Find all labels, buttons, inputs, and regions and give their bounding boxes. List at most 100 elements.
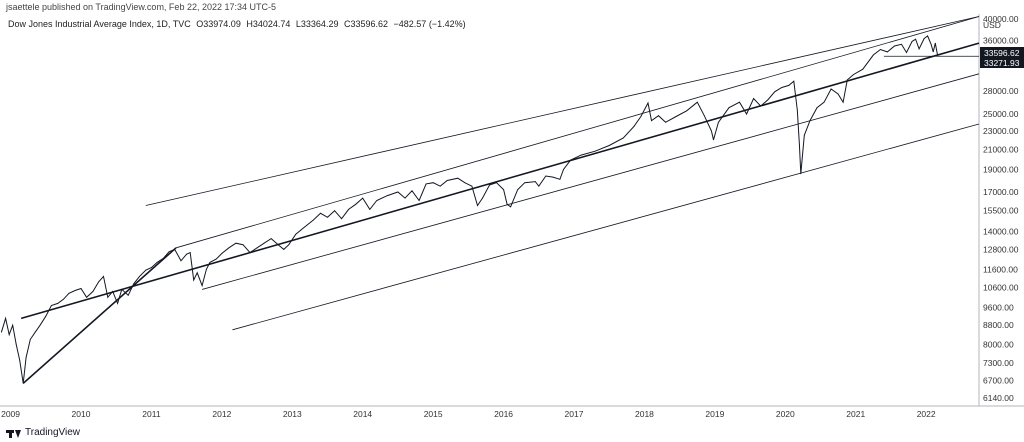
price-point-11 bbox=[45, 315, 47, 317]
price-point-89 bbox=[538, 185, 540, 187]
price-point-124 bbox=[800, 173, 802, 175]
price-point-92 bbox=[559, 178, 561, 180]
price-point-57 bbox=[313, 219, 314, 221]
price-point-132 bbox=[846, 79, 848, 81]
price-point-98 bbox=[622, 137, 624, 139]
low-value: L33364.29 bbox=[295, 19, 339, 29]
price-point-14 bbox=[62, 298, 64, 300]
price-point-118 bbox=[774, 91, 776, 93]
currency-label: USD bbox=[983, 20, 1001, 30]
price-point-108 bbox=[703, 115, 705, 117]
symbol-name[interactable]: Dow Jones Industrial Average Index, 1D, … bbox=[8, 19, 191, 29]
last-price-label: 33596.62 bbox=[984, 48, 1020, 58]
price-point-42 bbox=[209, 262, 211, 263]
price-point-119 bbox=[781, 87, 783, 88]
price-point-79 bbox=[477, 205, 478, 206]
y-tick-label: 7300.00 bbox=[983, 358, 1014, 368]
price-point-93 bbox=[563, 169, 564, 170]
price-point-34 bbox=[174, 248, 176, 250]
y-tick-label: 40000.00 bbox=[983, 14, 1019, 24]
high-value: H34024.74 bbox=[246, 19, 291, 29]
y-tick-label: 19000.00 bbox=[983, 165, 1019, 175]
price-point-31 bbox=[156, 262, 158, 263]
price-point-75 bbox=[446, 180, 448, 181]
price-point-55 bbox=[295, 233, 297, 235]
x-tick-label: 2015 bbox=[424, 409, 443, 419]
price-axis: 40000.00 36000.00 28000.00 25000.00 23000.00… bbox=[983, 14, 1019, 403]
price-point-69 bbox=[404, 197, 406, 199]
x-tick-label: 2018 bbox=[635, 409, 654, 419]
price-point-97 bbox=[608, 145, 610, 146]
price-point-90 bbox=[545, 175, 547, 177]
price-point-43 bbox=[215, 258, 217, 260]
x-tick-label: 2009 bbox=[1, 409, 20, 419]
price-point-45 bbox=[228, 247, 230, 249]
price-point-17 bbox=[80, 288, 82, 289]
price-point-58 bbox=[320, 212, 321, 214]
price-line bbox=[0, 35, 938, 384]
trendline-5 bbox=[232, 123, 980, 331]
y-tick-label: 11600.00 bbox=[983, 264, 1018, 274]
price-point-67 bbox=[386, 195, 388, 197]
price-point-123 bbox=[798, 144, 800, 145]
price-point-20 bbox=[98, 281, 100, 283]
price-series bbox=[0, 35, 938, 384]
y-tick-label: 21000.00 bbox=[983, 144, 1019, 154]
price-point-109 bbox=[710, 130, 712, 132]
price-point-88 bbox=[534, 181, 536, 182]
price-point-121 bbox=[793, 80, 795, 82]
price-point-7 bbox=[25, 357, 27, 358]
price-point-19 bbox=[92, 290, 94, 292]
close-value: C33596.62 bbox=[343, 19, 389, 29]
price-point-134 bbox=[862, 68, 864, 70]
price-point-60 bbox=[334, 210, 335, 212]
price-point-117 bbox=[767, 99, 769, 101]
x-tick-label: 2019 bbox=[705, 409, 724, 419]
brand-name: TradingView bbox=[25, 427, 81, 438]
price-point-41 bbox=[205, 268, 207, 270]
price-point-77 bbox=[464, 182, 466, 184]
price-point-48 bbox=[249, 252, 251, 253]
price-point-26 bbox=[127, 294, 129, 296]
y-tick-label: 25000.00 bbox=[983, 109, 1019, 119]
change-value: −482.57 (−1.42%) bbox=[393, 19, 466, 29]
price-point-146 bbox=[930, 43, 932, 45]
price-point-66 bbox=[376, 200, 378, 201]
price-point-94 bbox=[570, 159, 571, 161]
price-point-87 bbox=[524, 182, 526, 184]
y-tick-label: 6140.00 bbox=[983, 393, 1014, 403]
price-point-39 bbox=[196, 272, 198, 274]
publisher-line: jsaettele published on TradingView.com, … bbox=[6, 2, 276, 12]
price-point-24 bbox=[117, 302, 119, 304]
price-point-74 bbox=[439, 185, 441, 187]
price-point-4 bbox=[15, 344, 17, 345]
price-point-54 bbox=[288, 244, 290, 246]
price-point-83 bbox=[503, 189, 504, 191]
price-point-13 bbox=[57, 302, 59, 304]
price-point-6 bbox=[22, 382, 24, 384]
price-point-1 bbox=[5, 317, 7, 319]
y-tick-label: 6700.00 bbox=[983, 375, 1014, 385]
price-point-29 bbox=[145, 269, 147, 271]
price-point-96 bbox=[594, 150, 596, 152]
price-point-139 bbox=[901, 43, 902, 45]
price-point-28 bbox=[139, 275, 140, 277]
y-tick-label: 15500.00 bbox=[983, 206, 1019, 216]
price-point-38 bbox=[193, 279, 195, 281]
y-tick-label: 8800.00 bbox=[983, 320, 1014, 330]
price-point-33 bbox=[168, 251, 170, 253]
symbol-legend: Dow Jones Industrial Average Index, 1D, … bbox=[8, 19, 469, 29]
price-point-129 bbox=[830, 88, 832, 90]
price-point-47 bbox=[242, 244, 244, 246]
x-tick-label: 2020 bbox=[776, 409, 795, 419]
price-point-95 bbox=[580, 154, 582, 156]
price-point-140 bbox=[906, 52, 907, 53]
price-point-128 bbox=[823, 101, 825, 103]
price-point-99 bbox=[633, 126, 635, 127]
price-point-116 bbox=[760, 105, 762, 107]
x-tick-label: 2013 bbox=[283, 409, 302, 419]
price-point-103 bbox=[658, 115, 659, 117]
price-point-106 bbox=[686, 110, 688, 112]
